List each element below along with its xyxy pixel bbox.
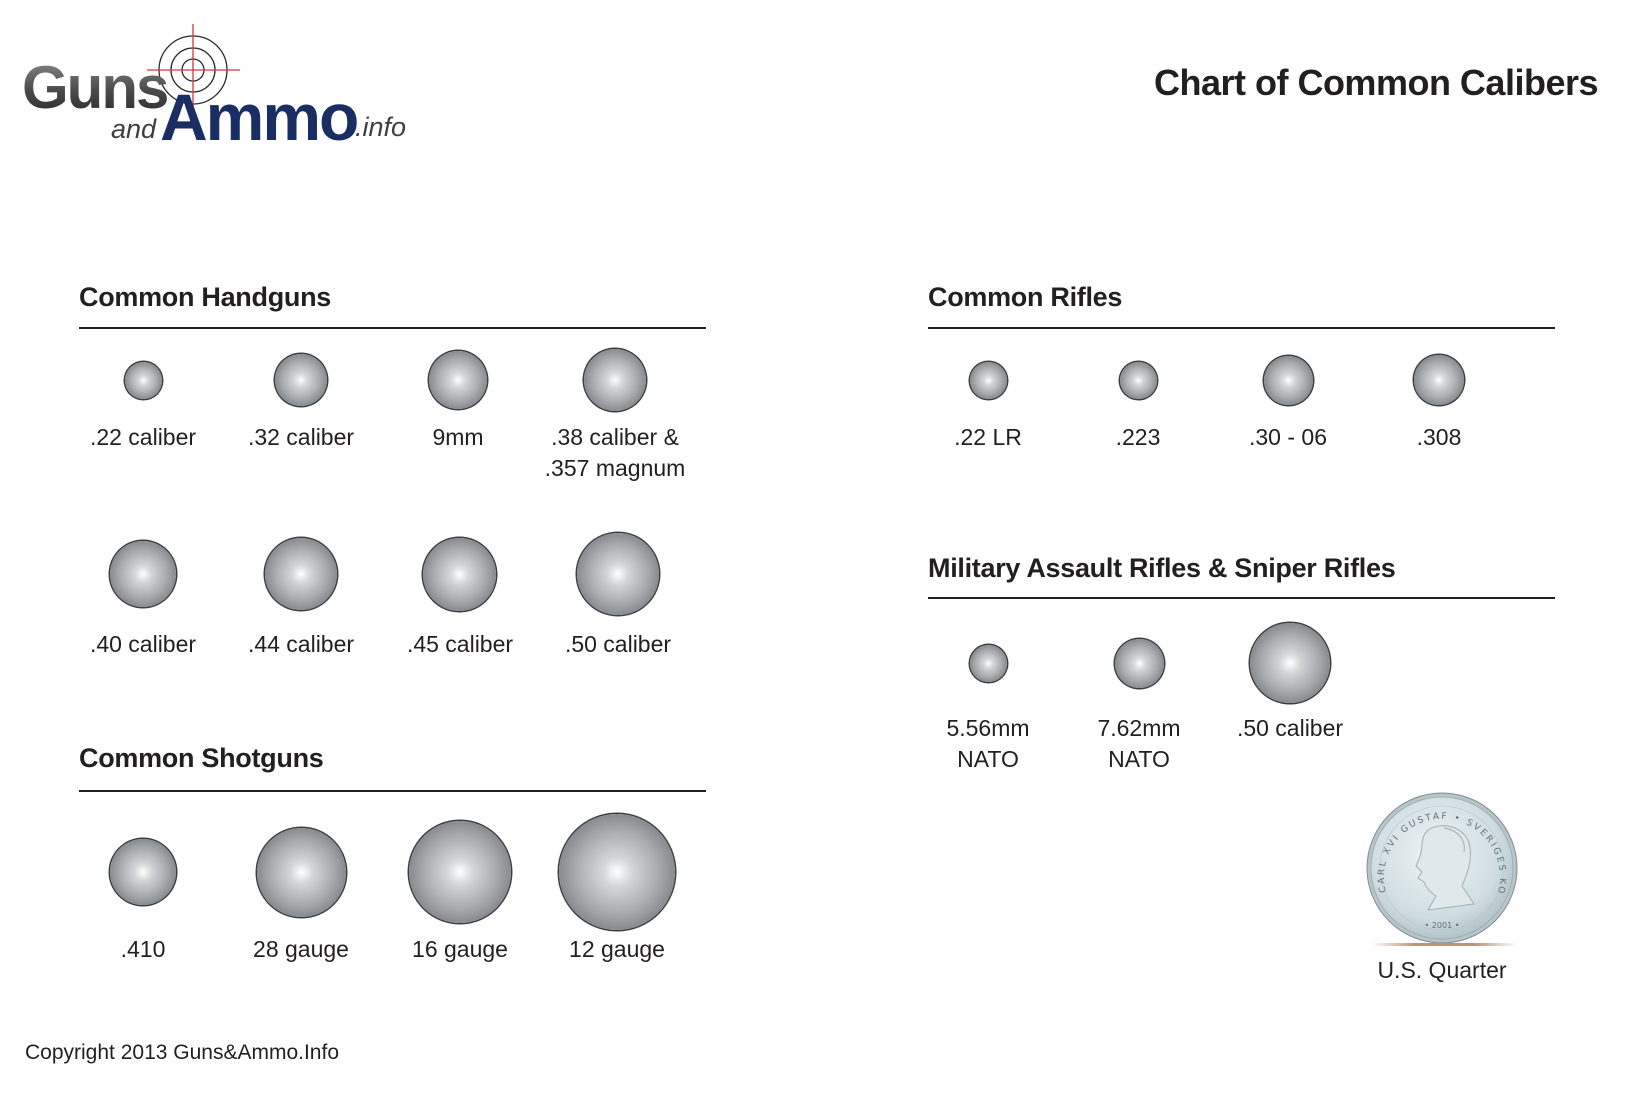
section-divider bbox=[928, 597, 1555, 599]
caliber-label: .223 bbox=[1115, 424, 1161, 450]
logo-word-guns: Guns bbox=[22, 54, 169, 121]
caliber-label: .40 caliber bbox=[89, 631, 197, 657]
logo-word-ammo: Ammo bbox=[160, 80, 359, 154]
caliber-label-line2: NATO bbox=[957, 746, 1019, 772]
quarter-label: U.S. Quarter bbox=[1377, 957, 1507, 983]
gauge-label: 12 gauge bbox=[569, 936, 665, 962]
section-divider bbox=[928, 327, 1555, 329]
caliber-label: .50 caliber bbox=[564, 631, 672, 657]
bullet-circle-icon bbox=[1115, 639, 1164, 688]
svg-text:• 2001 •: • 2001 • bbox=[1425, 921, 1460, 930]
bullet-circle-icon bbox=[970, 362, 1007, 399]
caliber-label-line2: NATO bbox=[1108, 746, 1170, 772]
caliber-label: .22 LR bbox=[954, 424, 1022, 450]
section-title-shotguns: Common Shotguns bbox=[79, 743, 324, 773]
section-title-handguns: Common Handguns bbox=[79, 282, 331, 312]
bullet-circle-icon bbox=[275, 354, 327, 406]
gauge-label: 16 gauge bbox=[412, 936, 508, 962]
caliber-label-line2: .357 magnum bbox=[544, 455, 686, 481]
caliber-label: .38 caliber & bbox=[551, 424, 679, 450]
bullet-circle-icon bbox=[584, 349, 646, 411]
caliber-label: 5.56mm bbox=[946, 715, 1030, 741]
section-divider bbox=[79, 790, 706, 792]
crosshair-target-icon bbox=[147, 24, 240, 116]
caliber-label: 9mm bbox=[432, 424, 484, 450]
shot-circle-icon bbox=[409, 821, 511, 923]
caliber-label: .50 caliber bbox=[1236, 715, 1344, 741]
caliber-label: 7.62mm bbox=[1097, 715, 1181, 741]
shot-circle-icon bbox=[559, 814, 675, 930]
caliber-label: .22 caliber bbox=[89, 424, 197, 450]
caliber-label: .32 caliber bbox=[247, 424, 355, 450]
bullet-circle-icon bbox=[1264, 356, 1313, 405]
bullet-circle-icon bbox=[1120, 362, 1157, 399]
bullet-circle-icon bbox=[429, 351, 487, 409]
section-title-rifles: Common Rifles bbox=[928, 282, 1123, 312]
caliber-label: .45 caliber bbox=[406, 631, 514, 657]
copyright-text: Copyright 2013 Guns&Ammo.Info bbox=[25, 1041, 339, 1064]
bullet-circle-icon bbox=[970, 645, 1007, 682]
bullet-circle-icon bbox=[1414, 355, 1464, 405]
shot-circle-icon bbox=[257, 828, 346, 917]
bullet-circle-icon bbox=[423, 538, 496, 611]
bullet-circle-icon bbox=[1250, 623, 1330, 703]
logo-word-and: and bbox=[111, 114, 157, 144]
quarter-coin-icon: CARL XVI GUSTAF • SVERIGES KONUNG • 2001… bbox=[1366, 792, 1518, 944]
section-divider bbox=[79, 327, 706, 329]
gauge-label: .410 bbox=[120, 936, 166, 962]
caliber-label: .44 caliber bbox=[247, 631, 355, 657]
bullet-circle-icon bbox=[110, 541, 176, 607]
bullet-circle-icon bbox=[125, 362, 162, 399]
page-title: Chart of Common Calibers bbox=[1153, 62, 1599, 103]
bullet-circle-icon bbox=[577, 533, 659, 615]
bullet-circle-icon bbox=[265, 538, 337, 610]
site-logo: Guns and Ammo .info bbox=[0, 0, 440, 160]
caliber-label: .308 bbox=[1416, 424, 1462, 450]
logo-suffix: .info bbox=[355, 112, 407, 142]
gauge-label: 28 gauge bbox=[253, 936, 349, 962]
caliber-label: .30 - 06 bbox=[1249, 424, 1327, 450]
coin-shadow bbox=[1372, 943, 1517, 946]
section-title-military: Military Assault Rifles & Sniper Rifles bbox=[928, 553, 1396, 583]
shot-circle-icon bbox=[110, 839, 176, 905]
